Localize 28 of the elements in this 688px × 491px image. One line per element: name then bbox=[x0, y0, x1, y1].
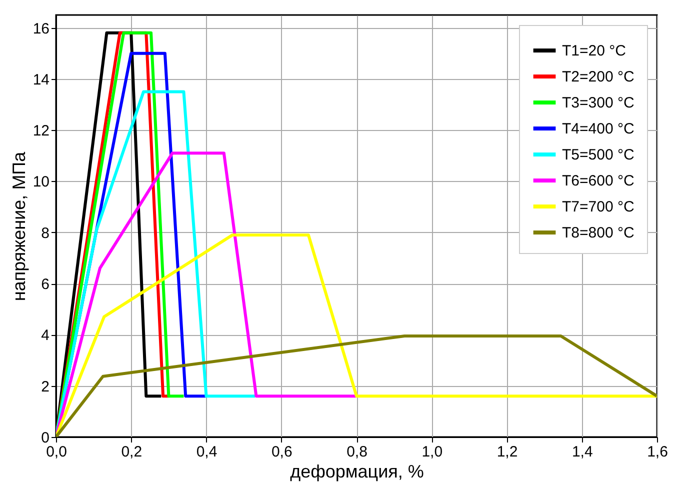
legend-label: T7=700 °C bbox=[562, 198, 634, 216]
y-tick-label: 0 bbox=[41, 430, 50, 446]
y-tick-label: 10 bbox=[32, 174, 50, 191]
x-tick-label: 0,8 bbox=[346, 444, 368, 460]
x-tick-label: 1,2 bbox=[496, 444, 518, 460]
y-tick-label: 16 bbox=[32, 20, 50, 38]
x-tick-label: 1,6 bbox=[647, 444, 668, 460]
x-tick-label: 0,0 bbox=[46, 444, 67, 460]
legend-label: T2=200 °C bbox=[562, 68, 634, 86]
y-tick-label: 4 bbox=[41, 327, 50, 344]
y-tick-label: 2 bbox=[41, 378, 50, 396]
y-tick-label: 8 bbox=[41, 224, 50, 242]
legend-label: T6=600 °C bbox=[562, 172, 634, 190]
y-tick-label: 14 bbox=[32, 71, 50, 88]
x-tick-label: 0,4 bbox=[196, 444, 218, 460]
legend-label: T1=20 °C bbox=[562, 42, 626, 60]
legend-label: T3=300 °C bbox=[562, 94, 634, 112]
legend-label: T8=800 °C bbox=[562, 224, 634, 242]
y-axis-title: напряжение, МПа bbox=[8, 150, 29, 302]
legend-label: T5=500 °C bbox=[562, 146, 634, 164]
x-tick-label: 0,2 bbox=[121, 444, 142, 460]
y-tick-label: 12 bbox=[32, 122, 50, 140]
x-axis-title: деформация, % bbox=[290, 462, 424, 482]
y-tick-label: 6 bbox=[41, 276, 50, 294]
x-tick-label: 1,0 bbox=[422, 444, 443, 460]
x-tick-label: 1,4 bbox=[572, 444, 593, 460]
x-tick-label: 0,6 bbox=[271, 444, 292, 460]
legend-label: T4=400 °C bbox=[562, 120, 634, 138]
